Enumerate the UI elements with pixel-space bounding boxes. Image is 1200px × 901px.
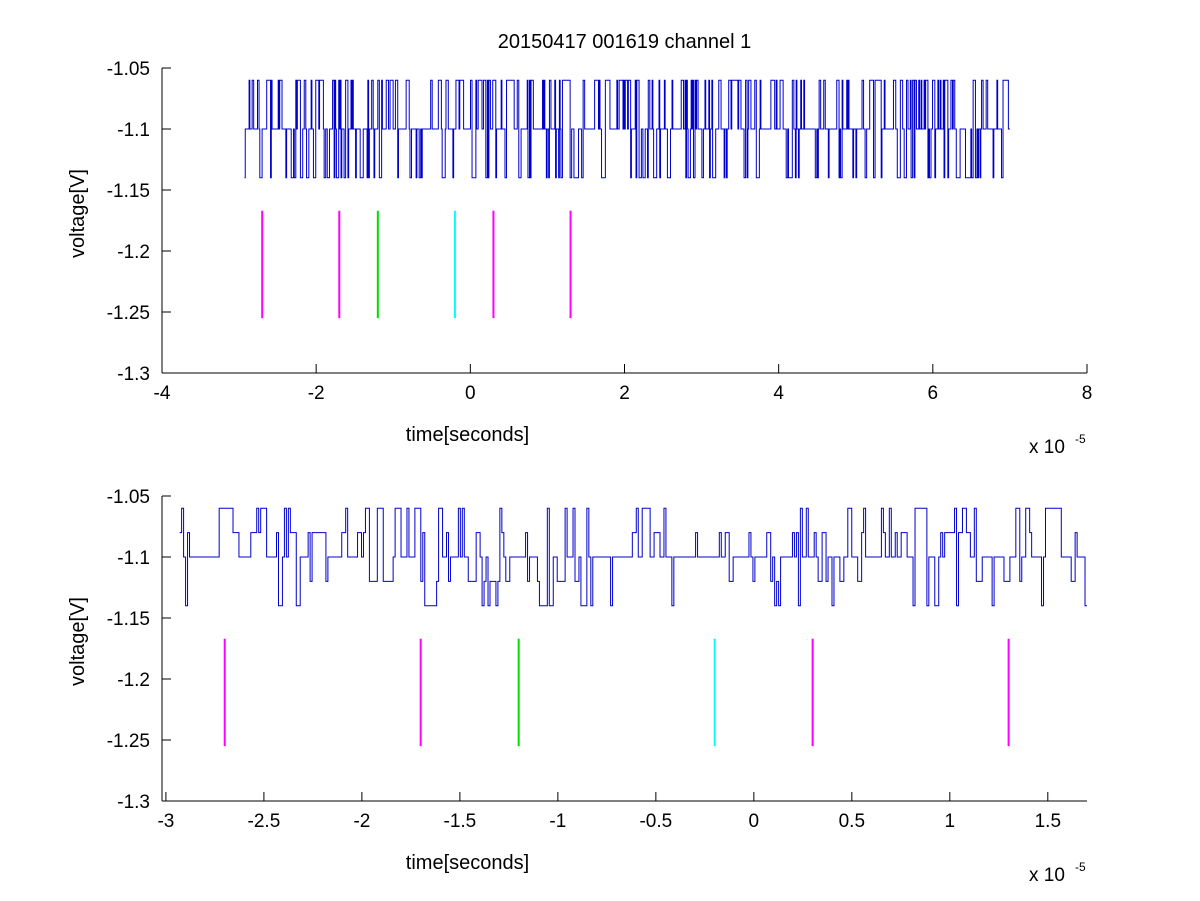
- y-axis-label: voltage[V]: [67, 169, 89, 258]
- chart-title: 20150417 001619 channel 1: [498, 31, 752, 53]
- x-tick-label: -1.5: [444, 811, 477, 832]
- x-exponent-label: -5: [1075, 432, 1086, 446]
- y-tick-label: -1.1: [117, 548, 150, 569]
- y-tick-label: -1.05: [107, 487, 150, 508]
- x-tick-label: 0: [749, 811, 760, 832]
- x-tick-label: 6: [928, 383, 939, 404]
- x-exponent-label: -5: [1075, 860, 1086, 874]
- x-tick-label: -2.5: [248, 811, 281, 832]
- x-tick-label: -2: [308, 383, 325, 404]
- y-tick-label: -1.05: [107, 59, 150, 80]
- x-axis-label: time[seconds]: [406, 424, 529, 446]
- x-tick-label: 8: [1082, 383, 1093, 404]
- x-tick-label: -2: [353, 811, 370, 832]
- x-tick-label: 0.5: [839, 811, 865, 832]
- signal-trace: [179, 507, 1087, 607]
- x-tick-label: 4: [773, 383, 784, 404]
- y-axis-label: voltage[V]: [67, 597, 89, 686]
- y-tick-label: -1.3: [117, 364, 150, 385]
- x-tick-label: 0: [465, 383, 476, 404]
- y-tick-label: -1.15: [107, 181, 150, 202]
- x-tick-label: -4: [154, 383, 171, 404]
- y-tick-label: -1.15: [107, 609, 150, 630]
- y-tick-label: -1.1: [117, 120, 150, 141]
- x-tick-label: 2: [619, 383, 630, 404]
- x-tick-label: -1: [549, 811, 566, 832]
- y-tick-label: -1.25: [107, 303, 150, 324]
- x-tick-label: -0.5: [639, 811, 672, 832]
- y-tick-label: -1.25: [107, 731, 150, 752]
- top-subplot: 20150417 001619 channel 1 -4 -2 0 2 4 6 8 -1.3 -1…: [67, 31, 1092, 458]
- x-tick-label: 1.5: [1035, 811, 1061, 832]
- signal-trace: [244, 79, 1010, 179]
- x-tick-label: 1: [945, 811, 956, 832]
- bottom-subplot: -3 -2.5 -2 -1.5 -1 -0.5 0 0.5 1 1.5 -1.3 -1.25 -1.2 -…: [67, 487, 1087, 886]
- x-tick-label: -3: [157, 811, 174, 832]
- x-multiplier-label: x 10: [1029, 865, 1065, 886]
- y-tick-label: -1.3: [117, 792, 150, 813]
- x-axis-label: time[seconds]: [406, 852, 529, 874]
- y-tick-label: -1.2: [117, 242, 150, 263]
- y-tick-label: -1.2: [117, 670, 150, 691]
- x-multiplier-label: x 10: [1029, 437, 1065, 458]
